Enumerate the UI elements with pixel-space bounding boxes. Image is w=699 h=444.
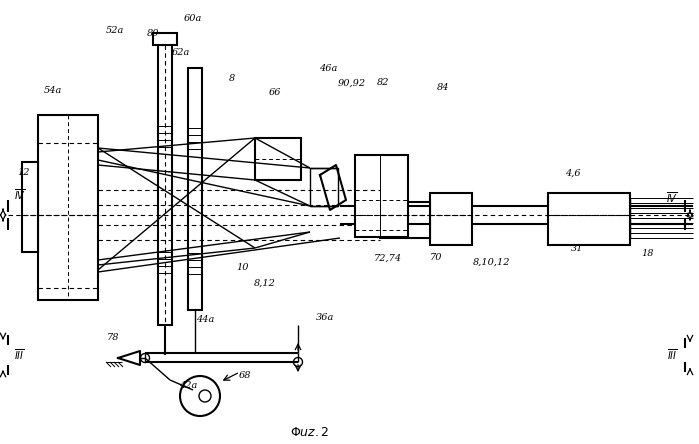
- Bar: [255, 138, 301, 180]
- Circle shape: [180, 376, 220, 416]
- Text: 8,12: 8,12: [254, 278, 276, 288]
- Text: 90,92: 90,92: [338, 79, 366, 87]
- Bar: [380, 202, 406, 238]
- Bar: [153, 33, 177, 45]
- Text: 60a: 60a: [184, 13, 202, 23]
- Text: $\overline{IV}$: $\overline{IV}$: [666, 190, 678, 206]
- Text: 8: 8: [229, 74, 235, 83]
- Bar: [430, 193, 472, 245]
- Text: 52a: 52a: [106, 25, 124, 35]
- Text: 84: 84: [437, 83, 449, 91]
- Text: 44a: 44a: [196, 316, 214, 325]
- Text: 80: 80: [147, 28, 159, 37]
- Circle shape: [294, 357, 303, 366]
- Text: 4,6: 4,6: [565, 169, 581, 178]
- Bar: [22, 162, 38, 252]
- Bar: [355, 155, 408, 237]
- Text: $\overline{IV}$: $\overline{IV}$: [14, 188, 26, 202]
- Text: 12: 12: [17, 167, 30, 177]
- Text: $\overline{III}$: $\overline{III}$: [14, 348, 24, 362]
- Text: 10: 10: [237, 263, 250, 273]
- Text: 8,10,12: 8,10,12: [473, 258, 511, 266]
- Text: 54a: 54a: [44, 86, 62, 95]
- Text: 42a: 42a: [179, 381, 197, 389]
- Circle shape: [140, 353, 150, 362]
- Circle shape: [199, 390, 211, 402]
- Bar: [158, 45, 172, 325]
- Text: 62a: 62a: [172, 48, 190, 56]
- Text: 66: 66: [268, 87, 281, 96]
- Text: $\mathit{\Phi u z.2}$: $\mathit{\Phi u z.2}$: [290, 425, 330, 439]
- Text: 72,74: 72,74: [374, 254, 402, 262]
- Text: 78: 78: [107, 333, 120, 342]
- Bar: [406, 202, 430, 238]
- Text: 36a: 36a: [316, 313, 334, 322]
- Text: $\overline{III}$: $\overline{III}$: [668, 348, 678, 362]
- Text: 68: 68: [239, 370, 251, 380]
- Text: 18: 18: [642, 249, 654, 258]
- Bar: [310, 168, 338, 206]
- Text: 82: 82: [377, 78, 389, 87]
- Text: 70: 70: [430, 254, 442, 262]
- Text: 31: 31: [571, 243, 583, 253]
- Bar: [38, 115, 98, 300]
- Text: 46a: 46a: [319, 63, 337, 72]
- Bar: [548, 193, 630, 245]
- Bar: [188, 68, 202, 310]
